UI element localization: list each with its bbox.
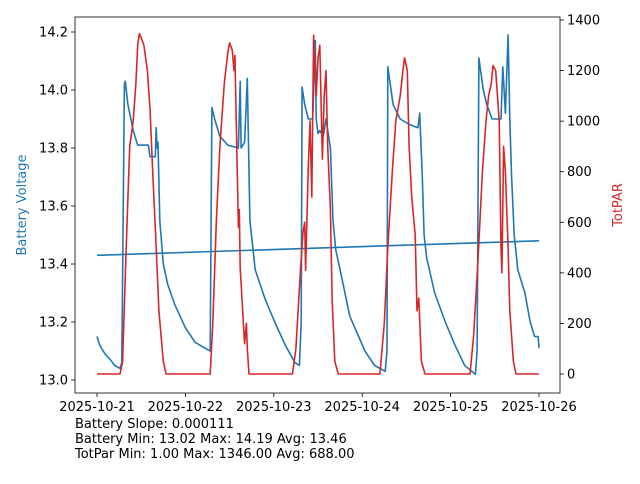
y-tick-label-right: 1000 xyxy=(567,115,600,130)
x-tick-label: 2025-10-22 xyxy=(148,400,224,415)
y-tick-label-right: 1200 xyxy=(567,64,600,79)
x-tick-label: 2025-10-24 xyxy=(324,400,400,415)
battery-slope-text: Battery Slope: 0.000111 xyxy=(75,417,234,432)
x-tick-label: 2025-10-23 xyxy=(236,400,312,415)
y-tick-label-right: 600 xyxy=(567,216,592,231)
y-tick-label-left: 14.0 xyxy=(39,84,68,99)
y-tick-label-left: 14.2 xyxy=(39,26,68,41)
y-tick-label-left: 13.0 xyxy=(39,374,68,389)
stats-annotations: Battery Slope: 0.000111 Battery Min: 13.… xyxy=(75,417,355,462)
y-tick-label-right: 800 xyxy=(567,165,592,180)
y-tick-label-left: 13.4 xyxy=(39,258,68,273)
series-line-battery-voltage xyxy=(96,34,540,376)
x-tick-label: 2025-10-21 xyxy=(59,400,135,415)
y-tick-label-left: 13.6 xyxy=(39,200,68,215)
series-line-battery-trend xyxy=(96,240,540,257)
y-tick-label-left: 13.2 xyxy=(39,316,68,331)
battery-stats-text: Battery Min: 13.02 Max: 14.19 Avg: 13.46 xyxy=(75,432,347,447)
y-tick-label-right: 400 xyxy=(567,266,592,281)
y-axis-label-right: TotPAR xyxy=(611,183,626,228)
y-tick-label-right: 200 xyxy=(567,317,592,332)
x-tick-label: 2025-10-26 xyxy=(501,400,577,415)
x-tick-label: 2025-10-25 xyxy=(413,400,489,415)
plot-frame xyxy=(74,16,561,394)
y-axis-label-left: Battery Voltage xyxy=(15,154,30,255)
y-tick-label-right: 1400 xyxy=(567,14,600,29)
y-tick-label-right: 0 xyxy=(567,368,575,383)
totpar-stats-text: TotPar Min: 1.00 Max: 1346.00 Avg: 688.0… xyxy=(75,447,355,462)
y-tick-label-left: 13.8 xyxy=(39,142,68,157)
series-line-totpar xyxy=(97,32,539,375)
